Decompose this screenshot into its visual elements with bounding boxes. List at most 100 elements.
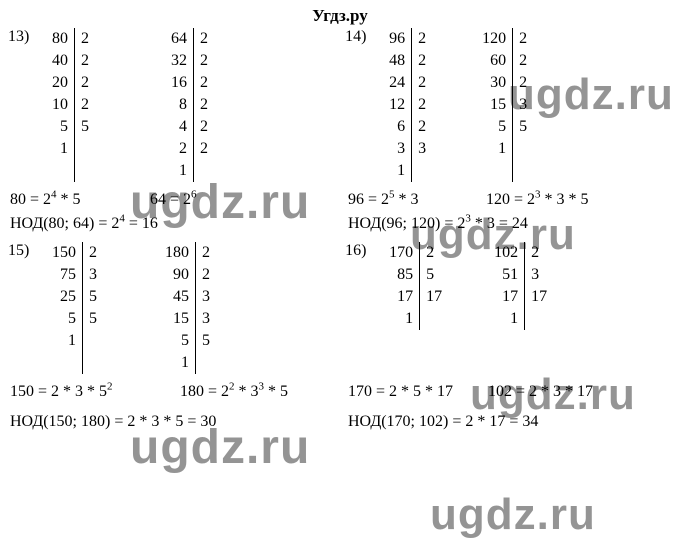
problem-13: 13) 8040201051 22225 6432168421 222222 [10, 28, 347, 182]
factor-value: 3 [531, 264, 539, 286]
problem-number: 13) [8, 28, 29, 46]
problem-15: 15) 150752551 2355 18090451551 22335 [10, 242, 347, 374]
p16-facB-right: 2317 [525, 242, 553, 308]
factor-value: 2 [426, 242, 434, 264]
factor-value: 1 [405, 308, 413, 330]
factor-value: 3 [418, 138, 426, 160]
factor-value: 5 [202, 330, 210, 352]
factor-value: 5 [181, 330, 189, 352]
p16-facB-left: 10251171 [488, 242, 524, 330]
page-header: Угдз.ру [0, 0, 680, 28]
factor-value: 4 [179, 116, 187, 138]
factor-value: 170 [389, 242, 413, 264]
factor-value: 2 [418, 72, 426, 94]
problem-number: 15) [8, 242, 29, 260]
factor-value: 20 [52, 72, 68, 94]
factor-value: 3 [519, 94, 527, 116]
p15-prime-B: 180 = 22 * 33 * 5 [180, 380, 348, 404]
factor-value: 1 [179, 160, 187, 182]
factor-value: 48 [389, 50, 405, 72]
factor-value: 150 [52, 242, 76, 264]
factor-value: 180 [165, 242, 189, 264]
factor-value: 51 [502, 264, 518, 286]
factor-value: 64 [171, 28, 187, 50]
p13-facA-left: 8040201051 [46, 28, 74, 160]
factor-value: 2 [81, 72, 89, 94]
factor-value: 2 [519, 50, 527, 72]
factor-value: 90 [173, 264, 189, 286]
factor-value: 2 [531, 242, 539, 264]
factor-value: 17 [426, 286, 442, 308]
p14-prime-B: 120 = 23 * 3 * 5 [486, 188, 589, 212]
problem-14: 14) 96482412631 222223 12060301551 22235 [347, 28, 670, 182]
factor-value: 3 [89, 264, 97, 286]
content-area: 13) 8040201051 22225 6432168421 222222 1… [0, 28, 680, 434]
factor-value: 2 [200, 116, 208, 138]
p15-facB-right: 22335 [196, 242, 216, 352]
factor-value: 2 [81, 28, 89, 50]
factor-value: 10 [52, 94, 68, 116]
factor-value: 3 [397, 138, 405, 160]
factor-value: 5 [498, 116, 506, 138]
factor-value: 60 [490, 50, 506, 72]
factor-value: 17 [397, 286, 413, 308]
factor-value: 2 [418, 28, 426, 50]
factor-value: 15 [173, 308, 189, 330]
factor-value: 6 [397, 116, 405, 138]
factor-value: 2 [418, 94, 426, 116]
factor-value: 75 [60, 264, 76, 286]
factor-value: 5 [519, 116, 527, 138]
p16-nod: НОД(170; 102) = 2 * 17 = 34 [348, 410, 538, 434]
factor-value: 1 [181, 352, 189, 374]
factor-value: 2 [200, 72, 208, 94]
factor-value: 5 [89, 286, 97, 308]
factor-value: 12 [389, 94, 405, 116]
factor-value: 2 [81, 94, 89, 116]
factor-value: 2 [519, 28, 527, 50]
problem-16: 16) 17085171 2517 10251171 2317 [347, 242, 670, 330]
factor-value: 15 [490, 94, 506, 116]
factor-value: 2 [418, 116, 426, 138]
problem-number: 16) [345, 242, 366, 260]
p16-facA-right: 2517 [420, 242, 448, 308]
factor-value: 5 [81, 116, 89, 138]
p16-prime-B: 102 = 2 * 3 * 17 [488, 380, 593, 404]
factor-value: 2 [200, 50, 208, 72]
factor-value: 2 [89, 242, 97, 264]
factor-value: 5 [60, 116, 68, 138]
factor-value: 2 [81, 50, 89, 72]
factor-value: 3 [202, 308, 210, 330]
factor-value: 2 [200, 138, 208, 160]
factor-value: 25 [60, 286, 76, 308]
problem-number: 14) [345, 28, 366, 46]
factor-value: 17 [502, 286, 518, 308]
p15-nod: НОД(150; 180) = 2 * 3 * 5 = 30 [10, 410, 348, 434]
p15-facA-right: 2355 [83, 242, 103, 330]
factor-value: 2 [519, 72, 527, 94]
factor-value: 1 [510, 308, 518, 330]
factor-value: 5 [426, 264, 434, 286]
factor-value: 45 [173, 286, 189, 308]
p13-nod: НОД(80; 64) = 24 = 16 [10, 212, 348, 236]
p13-prime-A: 80 = 24 * 5 [10, 188, 150, 212]
factor-value: 2 [200, 28, 208, 50]
factor-value: 96 [389, 28, 405, 50]
factor-value: 16 [171, 72, 187, 94]
factor-value: 17 [531, 286, 547, 308]
p16-facA-left: 17085171 [383, 242, 419, 330]
p14-facA-left: 96482412631 [383, 28, 411, 182]
factor-value: 24 [389, 72, 405, 94]
p14-facB-right: 22235 [513, 28, 533, 138]
watermark: ugdz.ru [430, 490, 596, 540]
p13-facB-left: 6432168421 [165, 28, 193, 182]
factor-value: 1 [397, 160, 405, 182]
p14-nod: НОД(96; 120) = 23 * 3 = 24 [348, 212, 528, 236]
factor-value: 80 [52, 28, 68, 50]
factor-value: 2 [202, 242, 210, 264]
factor-value: 102 [494, 242, 518, 264]
p16-prime-A: 170 = 2 * 5 * 17 [348, 380, 488, 404]
factor-value: 2 [202, 264, 210, 286]
p13-facA-right: 22225 [75, 28, 95, 138]
factor-value: 5 [89, 308, 97, 330]
factor-value: 32 [171, 50, 187, 72]
